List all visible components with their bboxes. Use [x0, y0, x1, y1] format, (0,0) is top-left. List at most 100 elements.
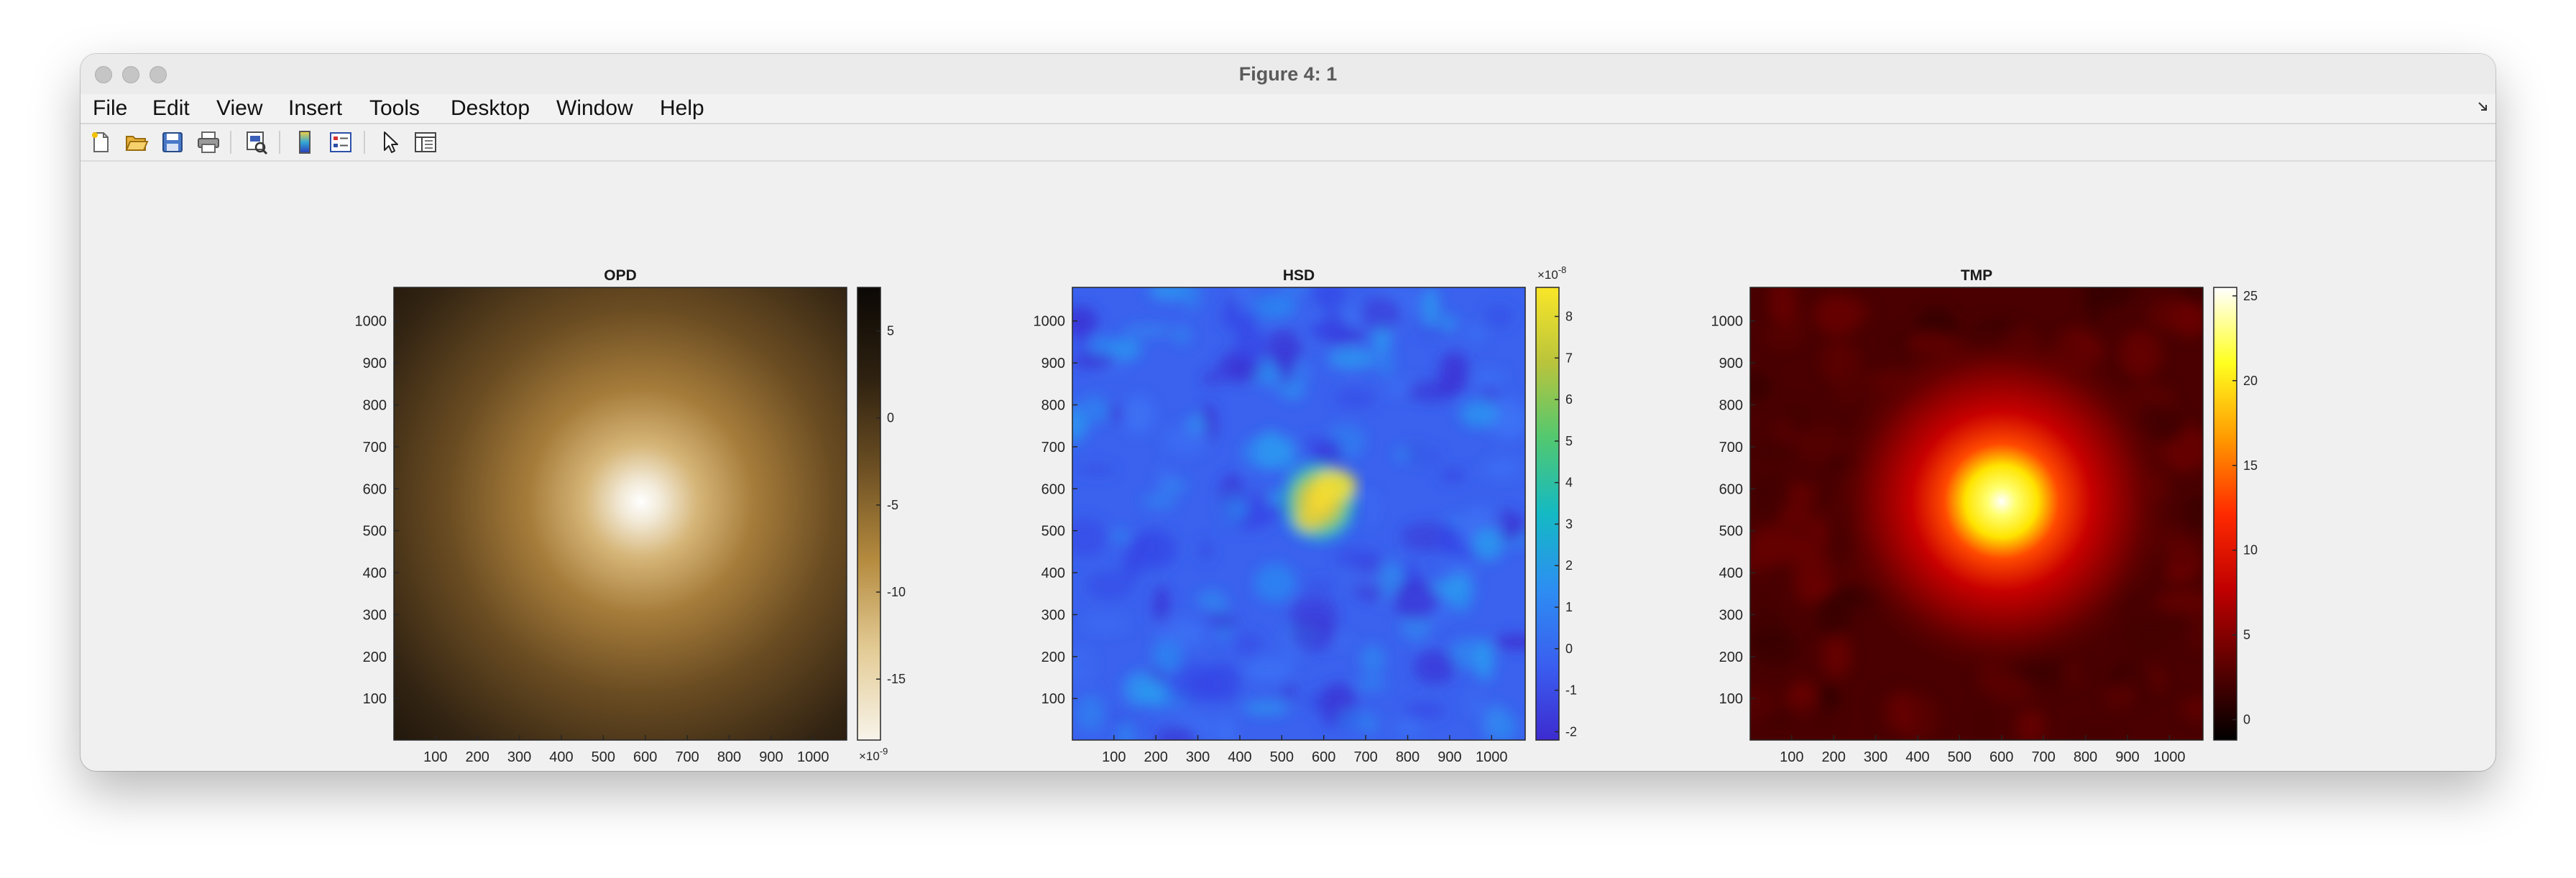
x-tick-label: 1000	[797, 749, 829, 765]
menu-help[interactable]: Help	[660, 96, 704, 120]
x-tick-label: 600	[1312, 749, 1335, 765]
menu-view[interactable]: View	[216, 96, 263, 120]
colorbar-tick-label: 3	[1565, 517, 1573, 531]
colorbar-exponent-base: ×10	[859, 749, 880, 763]
toolbar-separator	[364, 131, 365, 154]
y-tick-label: 900	[1041, 356, 1065, 371]
dock-figure-icon[interactable]	[2477, 100, 2490, 113]
y-tick-label: 200	[1041, 650, 1065, 665]
y-tick-label: 800	[1041, 397, 1065, 413]
zoom-window-button[interactable]	[150, 66, 167, 83]
y-tick-label: 900	[1719, 356, 1743, 371]
figure-window: Figure 4: 1 File Edit View Insert Tools …	[80, 54, 2496, 771]
x-tick-label: 100	[1780, 749, 1803, 765]
colorbar-tick-label: 5	[1565, 434, 1573, 448]
x-tick-label: 200	[1144, 749, 1168, 765]
menu-desktop[interactable]: Desktop	[451, 96, 530, 120]
print-preview-icon[interactable]	[243, 129, 269, 155]
menu-edit[interactable]: Edit	[152, 96, 190, 120]
colorbar-exponent-base: ×10	[1537, 268, 1558, 282]
colorbar-tick-label: 6	[1565, 392, 1573, 407]
x-tick-label: 100	[1102, 749, 1126, 765]
menu-bar: File Edit View Insert Tools Desktop Wind…	[80, 94, 2496, 124]
colorbar-tick-label: 15	[2243, 458, 2258, 473]
colorbar-tick-label: 20	[2243, 374, 2258, 388]
colorbar-tick-label: 5	[2243, 628, 2250, 642]
colorbar-tick-label: 8	[1565, 309, 1573, 323]
y-tick-label: 700	[363, 440, 387, 456]
print-icon[interactable]	[196, 129, 221, 155]
minimize-window-button[interactable]	[122, 66, 139, 83]
y-tick-label: 400	[1041, 565, 1065, 581]
x-tick-label: 500	[1270, 749, 1294, 765]
save-icon[interactable]	[160, 129, 185, 155]
y-tick-label: 600	[1719, 481, 1743, 497]
y-tick-label: 300	[363, 607, 387, 623]
colorbar-tick-label: 0	[887, 411, 894, 425]
figure-toolbar	[80, 124, 2496, 162]
colorbar-tick-label: 4	[1565, 476, 1573, 490]
colorbar-exponent: ×10-9	[859, 746, 888, 763]
colorbar-tick-label: -5	[887, 498, 898, 512]
pointer-icon[interactable]	[377, 129, 402, 155]
y-tick-label: 700	[1041, 440, 1065, 456]
heatmap-hsd	[1072, 287, 1525, 740]
new-figure-icon[interactable]	[88, 129, 114, 155]
y-tick-label: 1000	[1711, 314, 1744, 330]
y-tick-label: 300	[1041, 607, 1065, 623]
hsd-peak	[1277, 456, 1361, 546]
y-tick-label: 300	[1719, 607, 1743, 623]
colorbar-tick-label: -2	[1565, 724, 1577, 739]
axes-title: HSD	[1283, 267, 1315, 284]
x-tick-label: 300	[1186, 749, 1210, 765]
axes-box	[393, 287, 847, 741]
hsd-texture	[1072, 287, 1525, 740]
colorbar-tick-label: 10	[2243, 543, 2258, 558]
axes-title: TMP	[1961, 267, 1992, 284]
colorbar-tick-label: 5	[887, 324, 894, 338]
y-tick-label: 100	[363, 691, 387, 707]
menu-insert[interactable]: Insert	[288, 96, 343, 120]
close-window-button[interactable]	[95, 66, 112, 83]
x-tick-label: 1000	[2153, 749, 2186, 765]
y-tick-label: 400	[1719, 565, 1743, 581]
x-tick-label: 900	[2115, 749, 2139, 765]
menu-file[interactable]: File	[93, 96, 128, 120]
property-editor-icon[interactable]	[413, 129, 438, 155]
colorbar-exponent-power: -9	[880, 746, 888, 757]
y-tick-label: 600	[363, 481, 387, 497]
opd-field	[394, 287, 847, 740]
colorbar-tick-label: 1	[1565, 600, 1573, 614]
colorbar[interactable]	[1535, 287, 1560, 741]
axes-title: OPD	[604, 267, 637, 284]
x-tick-label: 500	[592, 749, 615, 765]
legend-icon[interactable]	[328, 129, 354, 155]
tmp-hotspot	[1821, 321, 2181, 681]
x-tick-label: 100	[423, 749, 447, 765]
y-tick-label: 500	[363, 524, 387, 540]
open-file-icon[interactable]	[124, 129, 150, 155]
x-tick-label: 400	[1228, 749, 1251, 765]
colorbar-tick-label: 2	[1565, 558, 1573, 573]
colorbar-tick-label: -1	[1565, 683, 1577, 698]
y-tick-label: 100	[1041, 691, 1065, 707]
y-tick-label: 800	[1719, 397, 1743, 413]
x-tick-label: 600	[633, 749, 657, 765]
y-tick-label: 900	[363, 356, 387, 371]
figure-canvas: OPD 100 200 300 400 500 600 700 800 900 1000 100 200…	[80, 162, 2496, 771]
y-tick-label: 600	[1041, 481, 1065, 497]
axes-box	[1072, 287, 1526, 741]
colorbar-icon[interactable]	[292, 129, 318, 155]
menu-window[interactable]: Window	[556, 96, 633, 120]
menu-tools[interactable]: Tools	[369, 96, 420, 120]
y-tick-label: 100	[1719, 691, 1743, 707]
x-tick-label: 700	[1353, 749, 1377, 765]
toolbar-separator	[230, 131, 231, 154]
colorbar[interactable]	[2213, 287, 2237, 741]
title-bar: Figure 4: 1	[80, 54, 2496, 94]
axes-box	[1749, 287, 2204, 741]
colorbar-tick-label: 7	[1565, 351, 1573, 365]
x-tick-label: 900	[759, 749, 783, 765]
y-tick-label: 200	[1719, 650, 1743, 665]
colorbar[interactable]	[857, 287, 881, 741]
